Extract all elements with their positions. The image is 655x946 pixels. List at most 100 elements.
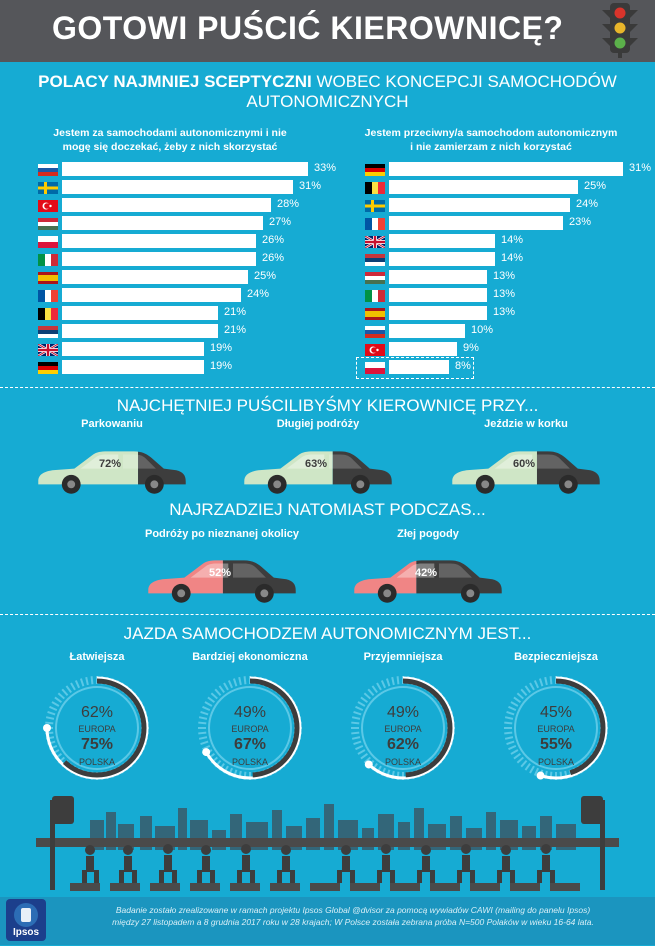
- left-bar-row-be: 21%: [38, 306, 338, 320]
- bar: [62, 306, 218, 320]
- section2-title2: NAJRZADZIEJ NATOMIAST PODCZAS...: [169, 500, 486, 519]
- arc-end-dot: [364, 760, 373, 769]
- benefit-ring: [504, 676, 608, 780]
- reason-top-car-icon: [238, 446, 398, 501]
- right-bar-row-tr: 9%: [365, 342, 655, 356]
- left-bar-row-de: 19%: [38, 360, 338, 374]
- flag-it-icon: [38, 253, 58, 266]
- bar-value-label: 25%: [254, 270, 277, 282]
- pedestrians-icon: [82, 844, 555, 883]
- reason-bottom-value-label: 42%: [414, 567, 438, 579]
- reason-top-car-icon: [446, 446, 606, 501]
- flag-se-icon: [365, 199, 385, 212]
- bar-value-label: 19%: [210, 360, 233, 372]
- bar-value-label: 24%: [247, 288, 270, 300]
- bar-value-label: 31%: [629, 162, 652, 174]
- right-bar-row-be: 25%: [365, 180, 655, 194]
- flag-tr-icon: [38, 199, 58, 212]
- bar-value-label: 28%: [277, 198, 300, 210]
- right-bar-row-it: 13%: [365, 288, 655, 302]
- poland-value: 55%: [539, 736, 573, 753]
- bar-value-label: 13%: [493, 270, 516, 282]
- reason-top-label: Jeździe w korku: [484, 418, 568, 430]
- benefit-label: Bezpieczniejsza: [514, 651, 598, 663]
- bar: [62, 270, 248, 284]
- flag-rs-icon: [365, 253, 385, 266]
- crosswalk-icon: [70, 883, 580, 891]
- left-bar-row-ru: 33%: [38, 162, 338, 176]
- logo-text: Ipsos: [12, 927, 40, 938]
- flag-tr-icon: [365, 343, 385, 356]
- flag-ru-icon: [365, 325, 385, 338]
- bar: [62, 162, 308, 176]
- bar: [62, 234, 256, 248]
- bar: [389, 342, 457, 356]
- bar-value-label: 24%: [576, 198, 599, 210]
- benefit-label: Przyjemniejsza: [363, 651, 443, 663]
- left-bar-row-se: 31%: [38, 180, 338, 194]
- bar-value-label: 14%: [501, 234, 524, 246]
- left-bar-row-gb: 19%: [37, 342, 338, 358]
- poland-text: POLSKA: [384, 757, 422, 767]
- bar: [389, 198, 570, 212]
- europe-arc: [506, 678, 606, 778]
- city-crossing-illustration: [36, 796, 619, 891]
- traffic-light-right-icon: [581, 796, 605, 890]
- poland-value: 62%: [386, 736, 420, 753]
- reason-bottom-car-icon: [142, 555, 302, 610]
- right-bar-row-de: 31%: [365, 162, 655, 176]
- right-bar-row-hu: 13%: [365, 270, 655, 284]
- bar: [62, 180, 293, 194]
- bar-value-label: 31%: [299, 180, 322, 192]
- bar: [389, 234, 495, 248]
- europe-value: 45%: [539, 704, 573, 721]
- right-bar-row-es: 13%: [365, 306, 655, 320]
- flag-se-icon: [38, 181, 58, 194]
- flag-it-icon: [365, 289, 385, 302]
- bar: [389, 288, 487, 302]
- section1-title-line2: AUTONOMICZNYCH: [246, 92, 409, 111]
- ipsos-logo-icon: [14, 903, 38, 927]
- flag-gb-icon: [37, 342, 59, 358]
- header-bar: GOTOWI PUŚCIĆ KIEROWNICĘ?: [0, 0, 655, 62]
- reason-bottom-car-icon: [348, 555, 508, 610]
- poland-highlight-box: [356, 357, 474, 379]
- arc-end-dot: [202, 748, 211, 757]
- right-bar-row-rs: 14%: [365, 252, 655, 266]
- reason-top-value-label: 63%: [304, 458, 328, 470]
- flag-be-icon: [38, 307, 58, 320]
- bar-value-label: 13%: [493, 288, 516, 300]
- right-bar-row-ru: 10%: [365, 324, 655, 338]
- europe-text: EUROPA: [78, 724, 116, 734]
- bar-value-label: 23%: [569, 216, 592, 228]
- flag-pl-icon: [365, 361, 385, 374]
- reason-top-value-label: 72%: [98, 458, 122, 470]
- poland-arc: [504, 676, 608, 780]
- footer-bar: [0, 897, 655, 945]
- bar-value-label: 21%: [224, 324, 247, 336]
- poland-arc: [351, 676, 455, 780]
- traffic-light-icon: [602, 3, 638, 58]
- bar-value-label: 25%: [584, 180, 607, 192]
- flag-pl-icon: [38, 235, 58, 248]
- benefit-ring: [43, 676, 149, 780]
- europe-value: 49%: [233, 704, 267, 721]
- divider: [0, 614, 655, 615]
- bar-value-label: 14%: [501, 252, 524, 264]
- flag-es-icon: [38, 271, 58, 284]
- benefit-label: Bardziej ekonomiczna: [192, 651, 308, 663]
- left-bar-row-es: 25%: [38, 270, 338, 284]
- europe-arc: [47, 678, 147, 778]
- left-bar-row-pl: 26%: [38, 234, 338, 248]
- bar-value-label: 8%: [455, 360, 471, 372]
- left-bar-row-hu: 27%: [38, 216, 338, 230]
- left-bar-row-it: 26%: [38, 252, 338, 266]
- footnote: Badanie zostało zrealizowane w ramach pr…: [112, 905, 594, 927]
- right-bar-row-pl: 8%: [365, 360, 655, 374]
- poland-text: POLSKA: [537, 757, 575, 767]
- flag-de-icon: [365, 163, 385, 176]
- traffic-light-left-icon: [50, 796, 74, 890]
- flag-ru-icon: [38, 163, 58, 176]
- bar: [389, 216, 563, 230]
- arc-end-dot: [43, 724, 51, 732]
